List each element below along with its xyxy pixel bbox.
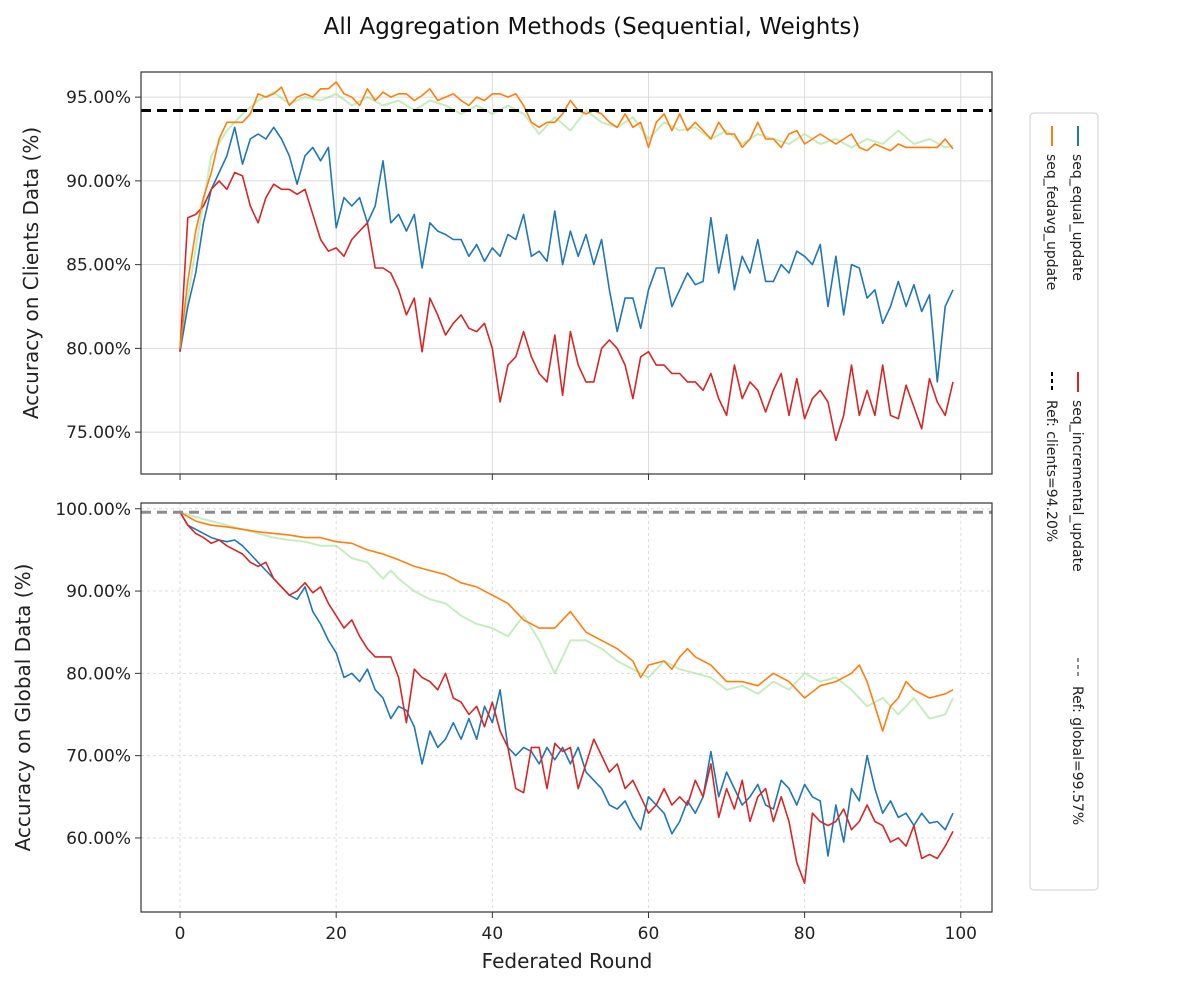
y-tick-label: 80.00%	[66, 339, 131, 359]
y-axis-label: Accuracy on Global Data (%)	[11, 564, 35, 852]
legend-label-ref-clients-94-20: Ref: clients=94.20%	[1043, 400, 1059, 542]
series-line-seq-incremental-update	[179, 511, 954, 884]
x-tick-label: 0	[175, 924, 186, 944]
series-line-extra	[179, 511, 954, 720]
bottom-panel: 60.00% 70.00% 80.00% 90.00% 100.00% 0 20 40 60 80…	[11, 500, 993, 944]
y-axis-label: Accuracy on Clients Data (%)	[19, 127, 43, 419]
top-panel: 75.00% 80.00% 85.00% 90.00% 95.00% Accuracy o…	[19, 71, 993, 480]
y-tick-label: 100.00%	[55, 500, 131, 520]
x-axis-label: Federated Round	[482, 949, 653, 973]
legend-label-ref-global-99-57: Ref: global=99.57%	[1069, 686, 1085, 825]
plot-area	[141, 510, 992, 884]
axes-frame	[140, 71, 993, 475]
x-tick-label: 80	[794, 924, 816, 944]
series-line-seq-equal-update	[179, 511, 954, 857]
series-line-extra	[179, 91, 954, 349]
legend-label-seq-equal-update: seq_equal_update	[1069, 154, 1085, 281]
y-tick-label: 95.00%	[66, 88, 131, 108]
series-line-seq-equal-update	[179, 126, 954, 383]
y-tick-label: 85.00%	[66, 256, 131, 276]
y-tick-label: 90.00%	[66, 582, 131, 602]
x-tick-label: 20	[325, 924, 347, 944]
legend: seq_equal_update seq_fedavg_update seq_inc…	[1029, 112, 1099, 891]
legend-label-seq-fedavg-update: seq_fedavg_update	[1043, 154, 1059, 290]
series-line-seq-fedavg-update	[179, 511, 954, 732]
x-tick-label: 60	[638, 924, 660, 944]
chart-title: All Aggregation Methods (Sequential, Wei…	[324, 14, 861, 40]
y-tick-label: 90.00%	[66, 172, 131, 192]
legend-label-seq-incremental-update: seq_incremental_update	[1069, 400, 1085, 572]
axes-frame	[140, 502, 993, 913]
series-line-seq-incremental-update	[179, 171, 954, 442]
legend-box	[1029, 112, 1099, 891]
y-tick-label: 80.00%	[66, 664, 131, 684]
series-line-seq-fedavg-update	[179, 81, 954, 349]
y-tick-label: 75.00%	[66, 423, 131, 443]
x-tick-label: 40	[482, 924, 504, 944]
x-tick-label: 100	[945, 924, 977, 944]
y-tick-label: 70.00%	[66, 747, 131, 767]
plot-area	[141, 81, 992, 442]
y-tick-label: 60.00%	[66, 829, 131, 849]
